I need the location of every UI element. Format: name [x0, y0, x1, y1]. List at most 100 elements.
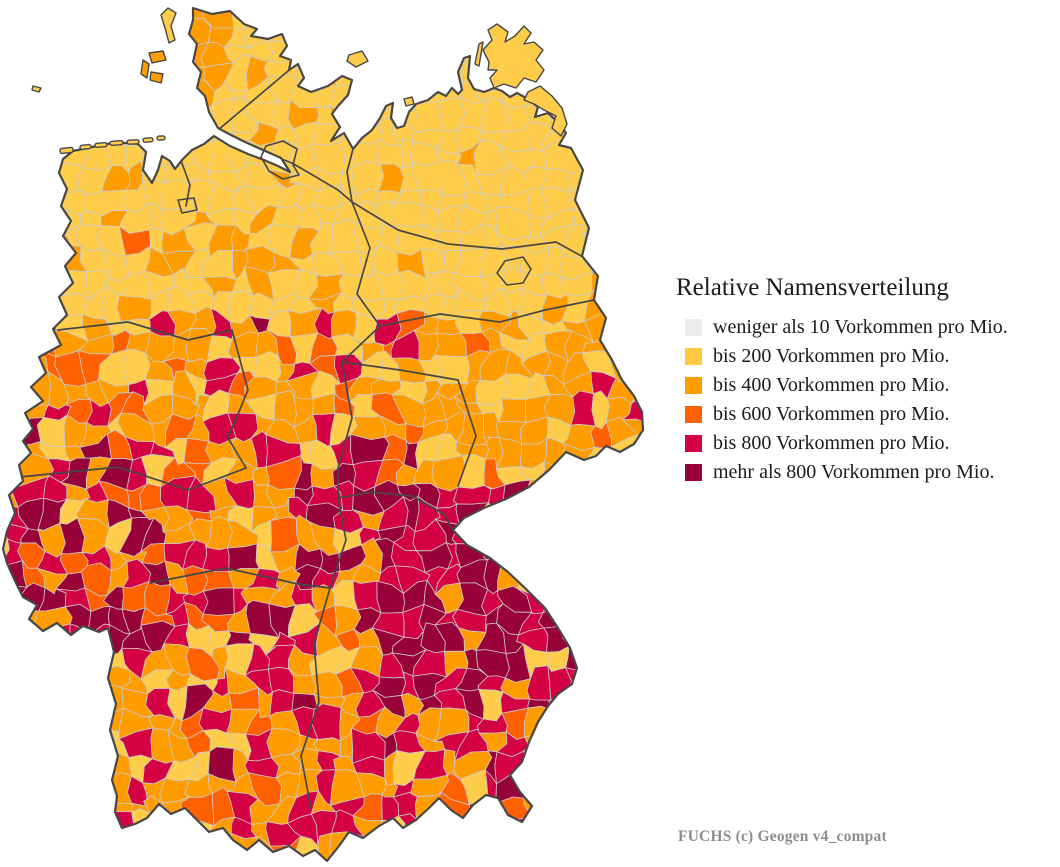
district-cell	[228, 544, 260, 572]
district-cell	[545, 761, 572, 782]
district-cell	[373, 0, 403, 3]
district-cell	[0, 478, 4, 508]
district-cell	[608, 727, 635, 762]
district-cell	[656, 184, 668, 215]
district-cell	[603, 624, 623, 658]
district-cell	[499, 816, 531, 846]
legend-swatch-less-10	[685, 319, 702, 336]
island-pellworm	[150, 72, 163, 83]
district-cell	[121, 80, 147, 111]
district-cell	[545, 21, 566, 47]
district-cell	[542, 835, 574, 862]
district-cell	[149, 835, 174, 862]
district-cell	[97, 0, 126, 18]
district-cell	[18, 756, 42, 775]
district-cell	[0, 292, 4, 318]
district-cell	[58, 99, 86, 127]
district-cell	[436, 858, 462, 862]
district-cell	[0, 230, 1, 255]
district-cell	[631, 814, 655, 844]
district-cell	[646, 584, 668, 614]
district-cell	[522, 518, 552, 551]
district-cell	[620, 466, 653, 486]
district-cell	[589, 109, 614, 131]
district-cell	[37, 60, 67, 90]
legend-label: mehr als 800 Vorkommen pro Mio.	[713, 461, 994, 484]
district-cell	[18, 739, 44, 760]
district-cell	[547, 564, 568, 593]
district-cell	[38, 757, 70, 776]
district-cell	[603, 168, 634, 192]
district-cell	[77, 837, 110, 859]
district-cell	[634, 138, 653, 175]
district-cell	[0, 119, 23, 144]
district-cell	[585, 582, 606, 609]
district-cell	[623, 482, 652, 504]
district-cell	[0, 457, 20, 488]
district-cell	[35, 99, 65, 132]
district-cell	[600, 0, 637, 4]
district-cell	[623, 673, 657, 692]
district-cell	[432, 840, 463, 862]
district-cell	[581, 478, 611, 504]
district-cell	[35, 861, 63, 862]
district-cell	[455, 858, 483, 862]
district-cell	[604, 525, 634, 546]
district-cell	[398, 18, 420, 47]
district-cell	[80, 666, 104, 689]
germany-choropleth-map	[0, 0, 668, 862]
district-cell	[2, 670, 16, 698]
district-cell	[461, 0, 482, 5]
district-cell	[665, 57, 668, 82]
district-cell	[184, 854, 219, 862]
district-cell	[57, 682, 90, 715]
district-cell	[0, 856, 6, 862]
district-cell	[15, 856, 42, 862]
district-cell	[17, 37, 45, 68]
district-cell	[562, 504, 583, 533]
district-cell	[123, 834, 155, 858]
district-cell	[166, 56, 195, 91]
legend-label: weniger als 10 Vorkommen pro Mio.	[713, 316, 1008, 339]
district-cell	[579, 540, 611, 568]
district-cell	[0, 460, 5, 489]
island-hiddensee	[475, 42, 483, 66]
district-cell	[0, 376, 20, 406]
island-helgoland	[32, 86, 41, 92]
district-cell	[0, 718, 4, 744]
district-cell	[561, 564, 585, 584]
district-cell	[646, 603, 668, 634]
district-cell	[561, 582, 594, 609]
district-cell	[460, 845, 480, 861]
district-cell	[647, 628, 668, 661]
district-cell	[36, 728, 63, 758]
district-cell	[332, 858, 356, 862]
district-cell	[665, 605, 668, 633]
district-cell	[375, 18, 404, 40]
district-cell	[0, 267, 17, 300]
district-cell	[149, 814, 177, 837]
district-cell	[629, 0, 654, 1]
district-cell	[634, 89, 653, 105]
district-cell	[591, 24, 616, 47]
district-cell	[667, 44, 668, 59]
district-cell	[581, 707, 616, 741]
district-cell	[605, 817, 637, 837]
district-cell	[395, 840, 424, 862]
district-cell	[16, 60, 47, 90]
district-cell	[332, 310, 357, 338]
district-cell	[543, 500, 571, 532]
district-cell	[86, 687, 98, 719]
district-cell	[665, 380, 668, 401]
district-cell	[502, 546, 528, 568]
district-cell	[13, 290, 42, 314]
district-cell	[14, 0, 44, 26]
district-cell	[80, 99, 115, 133]
legend-label: bis 800 Vorkommen pro Mio.	[713, 432, 950, 455]
district-cell	[477, 843, 510, 862]
district-cell	[629, 57, 656, 93]
district-cell	[566, 641, 595, 672]
district-cell	[117, 37, 143, 69]
district-cell	[607, 267, 633, 294]
district-cell	[540, 854, 576, 862]
